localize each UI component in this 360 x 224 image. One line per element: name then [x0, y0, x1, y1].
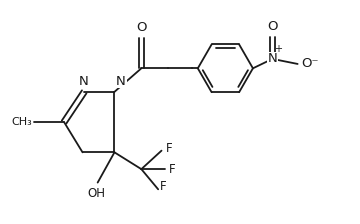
Text: O⁻: O⁻ — [301, 57, 319, 70]
Text: F: F — [160, 180, 166, 193]
Text: O: O — [267, 20, 278, 33]
Text: N: N — [267, 52, 277, 65]
Text: OH: OH — [87, 187, 105, 200]
Text: F: F — [169, 163, 176, 176]
Text: +: + — [274, 45, 283, 54]
Text: CH₃: CH₃ — [12, 117, 32, 127]
Text: O: O — [136, 21, 147, 34]
Text: F: F — [166, 142, 172, 155]
Text: N: N — [116, 75, 126, 88]
Text: N: N — [79, 75, 89, 88]
